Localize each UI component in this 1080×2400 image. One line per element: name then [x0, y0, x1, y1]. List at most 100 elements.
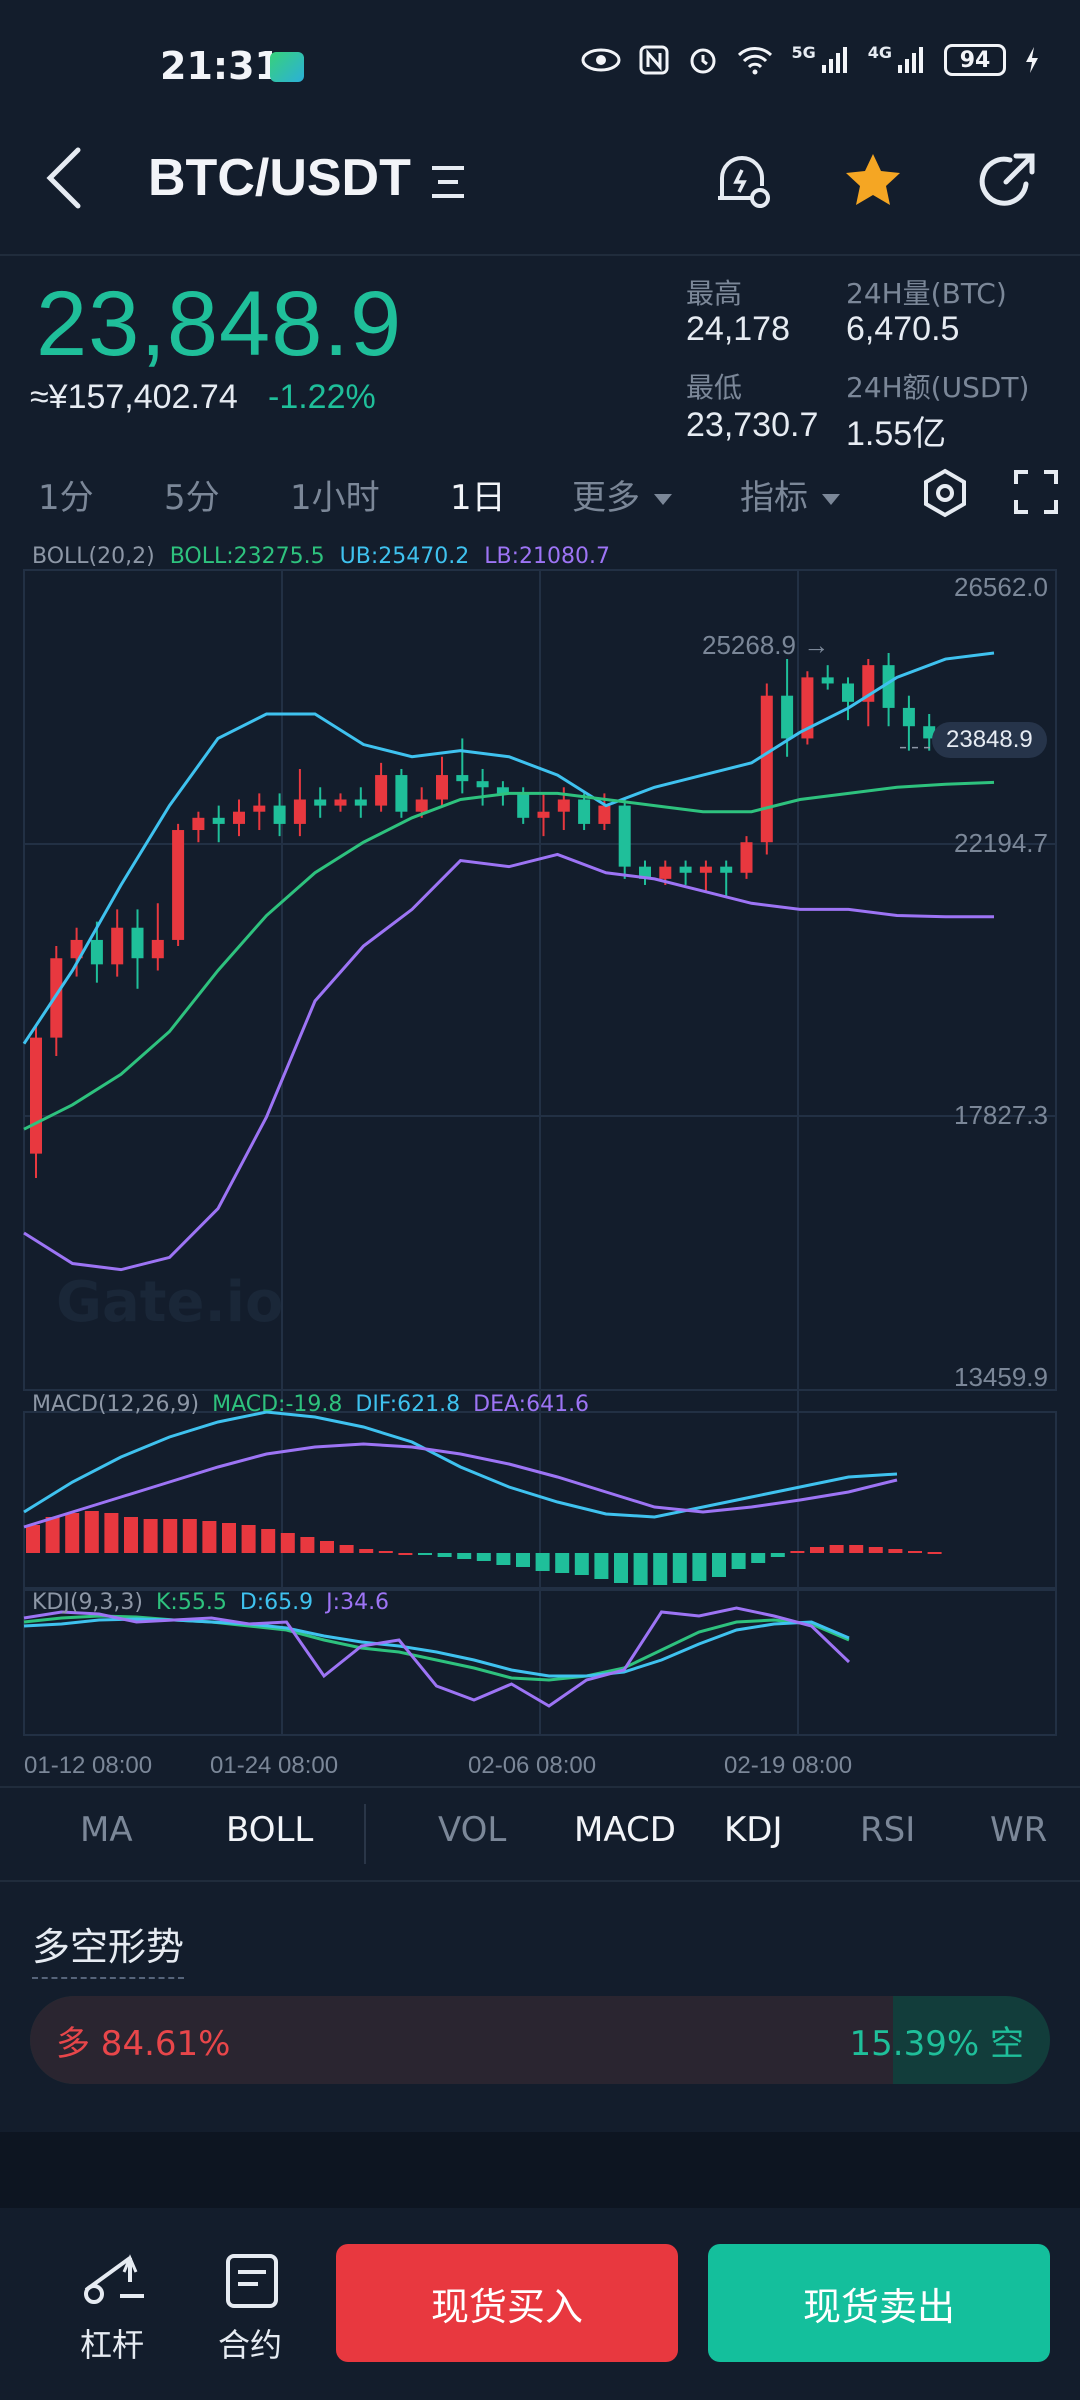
wifi-icon — [738, 47, 773, 75]
macd-bar — [320, 1541, 334, 1553]
cny-price: ≈¥157,402.74 — [30, 378, 238, 416]
candle-body — [821, 677, 834, 684]
candle-body — [415, 799, 428, 812]
macd-bar — [104, 1513, 119, 1553]
candle-body — [578, 799, 591, 824]
macd-bar — [653, 1553, 668, 1585]
settings-hexagon-icon[interactable] — [920, 468, 970, 518]
candle-body — [212, 817, 225, 824]
contract-document-icon[interactable] — [224, 2252, 280, 2310]
candle-body — [50, 958, 63, 1038]
candle-body — [679, 866, 692, 873]
contract-label[interactable]: 合约 — [218, 2326, 283, 2364]
macd-bar — [496, 1553, 511, 1565]
macd-bar — [810, 1547, 824, 1553]
candle-body — [375, 775, 388, 806]
macd-bar — [457, 1553, 472, 1559]
macd-bar — [594, 1553, 609, 1579]
low-label: 最低 — [686, 371, 743, 404]
nfc-icon — [639, 45, 669, 75]
pair-title[interactable]: BTC/USDT — [148, 149, 411, 207]
sentiment-long-fill — [30, 1996, 894, 2084]
signal-icon — [821, 47, 847, 73]
macd-bar — [731, 1553, 746, 1569]
macd-bar — [555, 1553, 570, 1573]
candle-body — [111, 927, 124, 965]
candle-body — [172, 830, 185, 940]
share-icon[interactable] — [976, 150, 1038, 212]
macd-legend: MACD(12,26,9) MACD:-19.8 DIF:621.8 DEA:6… — [32, 1392, 590, 1417]
macd-bar — [241, 1525, 256, 1553]
sentiment-bar — [30, 1996, 1050, 2084]
kdj-d-line — [23, 1617, 850, 1678]
candle-body — [801, 677, 814, 739]
pair-list-icon[interactable] — [428, 162, 468, 202]
spot-sell-button[interactable]: 现货卖出 — [708, 2244, 1050, 2362]
spot-buy-button[interactable]: 现货买入 — [336, 2244, 678, 2362]
tf-1hour[interactable]: 1小时 — [290, 478, 380, 518]
macd-bar — [751, 1553, 766, 1563]
macd-bar — [339, 1545, 354, 1553]
macd-bar — [143, 1519, 158, 1553]
tab-boll[interactable]: BOLL — [226, 1810, 314, 1850]
macd-bar — [84, 1511, 99, 1553]
tabs-divider — [0, 1880, 1080, 1882]
leverage-scale-icon[interactable] — [80, 2250, 148, 2306]
tf-1day[interactable]: 1日 — [450, 478, 506, 518]
price-alert-icon[interactable] — [710, 148, 776, 214]
candlestick-chart[interactable] — [0, 560, 1080, 1760]
tf-1min[interactable]: 1分 — [38, 478, 94, 518]
macd-bar — [398, 1553, 413, 1555]
macd-bar — [790, 1551, 805, 1553]
favorite-star-icon[interactable] — [844, 152, 902, 208]
section-separator — [0, 2132, 1080, 2208]
sentiment-title[interactable]: 多空形势 — [32, 1916, 185, 1979]
macd-bar — [888, 1549, 903, 1553]
tf-indicators[interactable]: 指标 — [740, 470, 840, 519]
candle-body — [233, 811, 245, 824]
candle-body — [70, 939, 83, 959]
fullscreen-icon[interactable] — [1014, 470, 1058, 514]
tab-rsi[interactable]: RSI — [860, 1810, 916, 1850]
sentiment-short-label: 15.39% 空 — [849, 2024, 1024, 2064]
boll-legend: BOLL(20,2) BOLL:23275.5 UB:25470.2 LB:21… — [32, 544, 610, 569]
macd-frame — [23, 1411, 1057, 1589]
tab-wr[interactable]: WR — [990, 1810, 1048, 1850]
candle-body — [334, 799, 347, 806]
axis-price-2: 22194.7 — [954, 828, 1048, 858]
candle-body — [740, 842, 753, 873]
macd-bar — [300, 1537, 315, 1553]
tab-vol[interactable]: VOL — [438, 1810, 507, 1850]
macd-bar — [418, 1553, 432, 1555]
candle-body — [30, 1037, 42, 1154]
leverage-label[interactable]: 杠杆 — [80, 2326, 145, 2364]
signal-icon-2 — [898, 47, 923, 73]
macd-bar — [163, 1519, 178, 1553]
boll-mid-line — [23, 780, 995, 1131]
macd-bar — [692, 1553, 707, 1581]
boll-lower-line — [23, 852, 994, 1272]
macd-bar — [222, 1523, 236, 1553]
high-value: 24,178 — [686, 310, 790, 348]
axis-price-1: 26562.0 — [954, 572, 1048, 602]
candle-body — [598, 805, 611, 824]
high-label: 最高 — [686, 277, 743, 310]
volume-label: 24H量(BTC) — [846, 277, 1007, 310]
macd-bar — [927, 1552, 942, 1554]
tab-macd[interactable]: MACD — [574, 1810, 676, 1850]
chevron-down-icon — [822, 494, 840, 505]
tab-kdj[interactable]: KDJ — [724, 1810, 783, 1850]
header-divider — [0, 254, 1080, 256]
kdj-j-line — [23, 1606, 851, 1708]
kdj-legend: KDJ(9,3,3) K:55.5 D:65.9 J:34.6 — [32, 1590, 390, 1615]
amount-label: 24H额(USDT) — [846, 371, 1030, 404]
kdj-frame — [23, 1589, 1057, 1736]
tf-more[interactable]: 更多 — [572, 470, 672, 519]
back-arrow-icon[interactable] — [44, 146, 84, 210]
tab-ma[interactable]: MA — [80, 1810, 133, 1850]
tf-5min[interactable]: 5分 — [164, 478, 220, 518]
candle-body — [699, 866, 712, 873]
candle-body — [760, 695, 773, 843]
candle-body — [192, 817, 205, 831]
candle-body — [882, 665, 895, 708]
